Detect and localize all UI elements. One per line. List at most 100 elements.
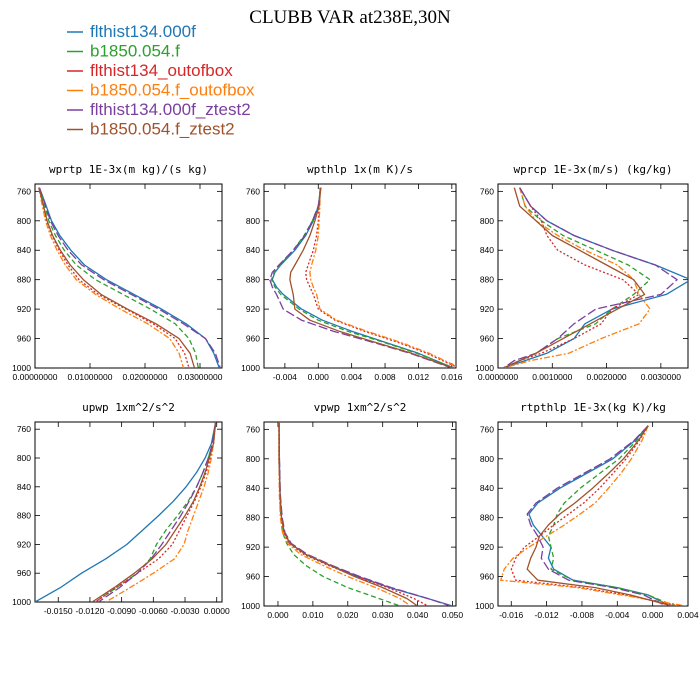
series-line-6 [503, 187, 646, 368]
series-line-3 [510, 425, 680, 606]
legend-label: b1850.054.f [90, 42, 180, 61]
x-tick-label: 0.01000000 [68, 372, 113, 382]
x-tick-label: 0.0030000 [641, 372, 681, 382]
legend-label: flthist134.000f [90, 22, 196, 41]
y-tick-label: 920 [17, 539, 31, 549]
series-line-4 [38, 187, 185, 368]
x-tick-label: 0.004 [677, 610, 699, 620]
y-tick-label: 960 [480, 334, 494, 344]
x-tick-label: 0.030 [372, 610, 394, 620]
series-line-1 [528, 425, 671, 606]
series-group [38, 187, 221, 368]
series-line-5 [278, 422, 452, 606]
panel-5: vpwp 1xm^2/s^2 760 800 840 880 920 960 1000 0.00… [241, 401, 463, 620]
x-tick-label: 0.0000000 [478, 372, 518, 382]
legend-label: flthist134_outofbox [90, 61, 233, 80]
plot-frame [497, 183, 689, 369]
y-tick-label: 880 [480, 513, 494, 523]
legend-label: b1850.054.f_outofbox [90, 81, 255, 100]
x-tick-label: 0.000 [642, 610, 664, 620]
panel-title: rtpthlp 1E-3x(kg K)/kg [520, 401, 666, 414]
x-tick-label: 0.016 [441, 372, 463, 382]
legend-label: b1850.054.f_ztest2 [90, 120, 235, 139]
y-tick-label: 1000 [12, 597, 31, 607]
plot-frame [263, 421, 457, 607]
x-tick-label: 0.050 [442, 610, 464, 620]
y-tick-label: 760 [17, 186, 31, 196]
panel-title: upwp 1xm^2/s^2 [82, 401, 175, 414]
plot-frame [34, 183, 223, 369]
panel-6: rtpthlp 1E-3x(kg K)/kg 760 800 840 880 920 960… [475, 401, 699, 620]
series-line-6 [526, 425, 673, 606]
series-line-5 [526, 425, 667, 606]
panel-1: wprtp 1E-3x(m kg)/(s kg) 760 800 840 880 920 9… [12, 163, 223, 382]
y-tick-label: 800 [480, 454, 494, 464]
x-tick-label: -0.0150 [44, 606, 73, 616]
legend-entry: flthist134.000f [67, 22, 196, 41]
x-tick-label: 0.02000000 [123, 372, 168, 382]
series-line-1 [35, 422, 217, 602]
legend-entry: b1850.054.f_outofbox [67, 81, 255, 100]
series-group [35, 422, 217, 602]
x-tick-label: -0.0030 [171, 606, 200, 616]
series-line-3 [305, 187, 456, 368]
series-group [278, 422, 453, 606]
series-line-2 [270, 187, 455, 368]
panel-4: upwp 1xm^2/s^2 760 800 840 880 920 960 1000 -0.0… [12, 401, 230, 616]
y-tick-label: 880 [246, 275, 260, 285]
y-tick-label: 760 [480, 186, 494, 196]
panel-title: wprtp 1E-3x(m kg)/(s kg) [49, 163, 208, 176]
series-line-2 [547, 425, 675, 606]
y-tick-label: 1000 [475, 601, 494, 611]
series-line-4 [309, 187, 456, 367]
y-tick-label: 800 [480, 216, 494, 226]
legend-entry: flthist134.000f_ztest2 [67, 100, 251, 119]
x-tick-label: 0.000 [267, 610, 289, 620]
y-tick-label: 960 [480, 572, 494, 582]
series-line-6 [91, 422, 217, 602]
y-tick-label: 840 [480, 483, 494, 493]
panel-2: wpthlp 1x(m K)/s 760 800 840 880 920 960 1000 -0… [241, 163, 463, 382]
series-line-2 [38, 187, 199, 368]
y-tick-label: 920 [480, 542, 494, 552]
x-tick-label: 0.040 [407, 610, 429, 620]
legend-label: flthist134.000f_ztest2 [90, 100, 251, 119]
y-tick-label: 880 [17, 275, 31, 285]
series-line-3 [38, 187, 190, 368]
x-tick-label: 0.03000000 [178, 372, 223, 382]
plot-frame [497, 421, 689, 607]
y-tick-label: 840 [17, 245, 31, 255]
panel-title: wprcp 1E-3x(m/s) (kg/kg) [514, 163, 673, 176]
y-tick-label: 840 [246, 483, 260, 493]
x-tick-label: -0.012 [535, 610, 559, 620]
series-group [269, 187, 456, 368]
x-tick-label: -0.004 [605, 610, 629, 620]
series-line-3 [94, 422, 217, 602]
y-tick-label: 1000 [241, 363, 260, 373]
series-line-1 [38, 187, 220, 368]
panels: wprtp 1E-3x(m kg)/(s kg) 760 800 840 880 920 9… [12, 163, 699, 620]
x-tick-label: -0.004 [273, 372, 297, 382]
series-line-1 [271, 187, 454, 368]
series-line-3 [503, 187, 640, 368]
y-tick-label: 760 [17, 424, 31, 434]
series-line-4 [503, 187, 651, 368]
series-line-5 [38, 187, 221, 368]
y-tick-label: 800 [17, 453, 31, 463]
y-tick-label: 920 [246, 542, 260, 552]
plot-frame [263, 183, 457, 369]
x-tick-label: 0.010 [302, 610, 324, 620]
series-line-3 [278, 422, 429, 606]
plot-frame [34, 421, 223, 603]
series-line-6 [289, 187, 453, 368]
series-line-6 [38, 187, 196, 368]
y-tick-label: 800 [246, 216, 260, 226]
y-tick-label: 960 [246, 572, 260, 582]
figure-title: CLUBB VAR at238E,30N [249, 7, 451, 28]
series-group [503, 187, 688, 368]
series-line-4 [105, 422, 217, 602]
y-tick-label: 920 [480, 304, 494, 314]
x-tick-label: -0.0060 [139, 606, 168, 616]
x-tick-label: 0.000 [308, 372, 330, 382]
